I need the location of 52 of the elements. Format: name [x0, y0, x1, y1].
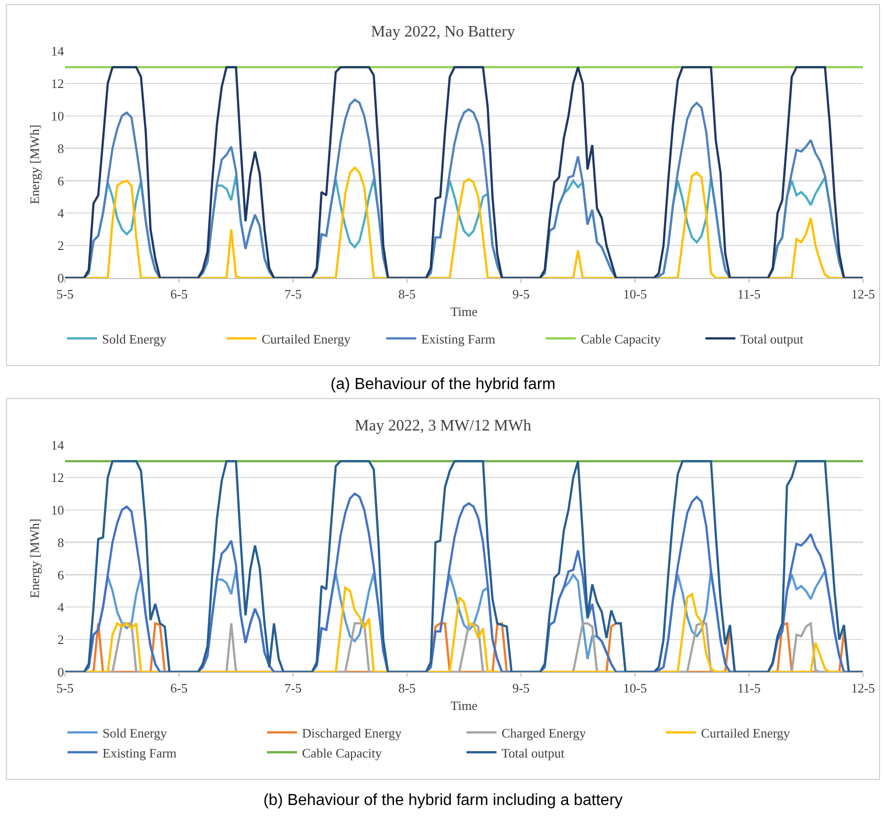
y-tick-label: 0	[58, 664, 64, 680]
x-tick-label: 7-5	[284, 286, 302, 302]
y-tick-label: 8	[58, 534, 64, 550]
x-tick-label: 9-5	[512, 286, 530, 302]
x-tick-label: 7-5	[284, 680, 302, 696]
legend-label: Sold Energy	[102, 331, 167, 346]
y-tick-label: 14	[51, 44, 64, 59]
x-tick-label: 5-5	[56, 286, 74, 302]
x-tick-label: 8-5	[398, 680, 416, 696]
x-tick-label: 11-5	[737, 680, 761, 696]
legend-label: Discharged Energy	[302, 725, 402, 740]
legend-label: Total output	[502, 745, 565, 760]
legend-label: Existing Farm	[102, 745, 177, 760]
x-tick-label: 11-5	[737, 286, 761, 302]
y-tick-label: 10	[51, 108, 64, 124]
legend-label: Curtailed Energy	[701, 725, 790, 740]
y-tick-label: 0	[58, 270, 64, 286]
y-tick-label: 2	[58, 632, 64, 648]
y-tick-label: 8	[58, 140, 64, 156]
y-tick-label: 4	[58, 600, 64, 615]
legend-label: Cable Capacity	[580, 331, 662, 346]
x-axis-title: Time	[450, 698, 478, 714]
y-tick-label: 6	[58, 173, 64, 188]
x-axis-title: Time	[450, 304, 478, 320]
y-tick-label: 4	[58, 206, 64, 221]
x-tick-label: 9-5	[512, 680, 530, 696]
legend-label: Existing Farm	[421, 331, 496, 346]
y-tick-label: 6	[58, 567, 64, 582]
chart-title: May 2022, 3 MW/12 MWh	[354, 418, 532, 435]
x-tick-label: 6-5	[170, 680, 188, 696]
text: (b) Behaviour of the hybrid farm including a battery	[262, 792, 624, 810]
legend-label: Sold Energy	[102, 725, 168, 740]
y-tick-label: 14	[51, 438, 64, 453]
y-tick-label: 10	[51, 502, 64, 518]
legend-label: Curtailed Energy	[262, 331, 352, 346]
chart-title: May 2022, No Battery	[371, 24, 515, 41]
y-tick-label: 2	[58, 238, 64, 254]
y-axis-title: Energy [MWh]	[26, 518, 42, 598]
legend-label: Charged Energy	[502, 725, 586, 740]
legend-label: Total output	[740, 331, 804, 346]
legend-label: Cable Capacity	[302, 745, 382, 760]
y-axis-title: Energy [MWh]	[26, 124, 42, 204]
text: (a) Behaviour of the hybrid farm	[330, 376, 556, 394]
x-tick-label: 10-5	[623, 286, 647, 302]
y-tick-label: 12	[51, 470, 64, 485]
x-tick-label: 8-5	[398, 286, 416, 302]
x-tick-label: 12-5	[851, 680, 875, 696]
x-tick-label: 5-5	[56, 680, 74, 696]
x-tick-label: 10-5	[623, 680, 647, 696]
x-tick-label: 6-5	[170, 286, 188, 302]
x-tick-label: 12-5	[851, 286, 875, 302]
y-tick-label: 12	[51, 76, 64, 91]
